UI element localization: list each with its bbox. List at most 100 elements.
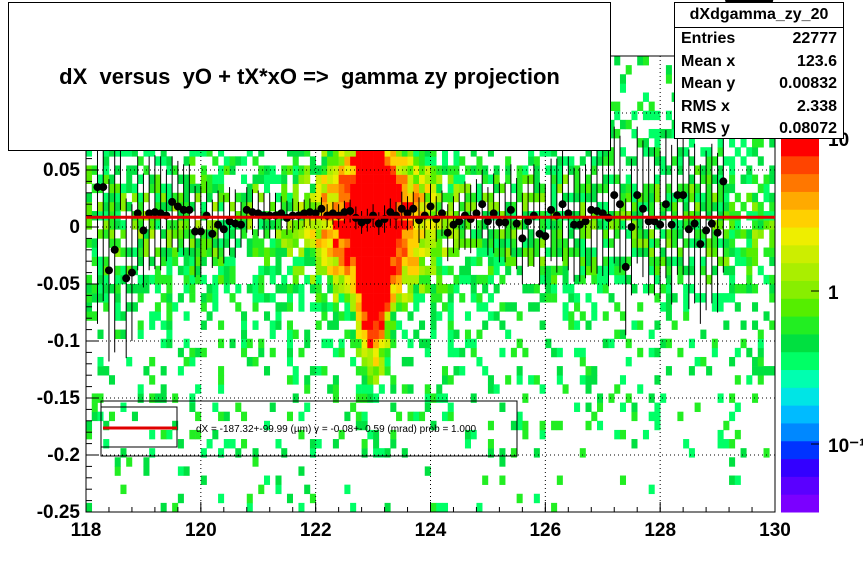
heatmap-cell (591, 411, 598, 422)
stats-value: 0.00832 (779, 75, 837, 92)
heatmap-cell (183, 211, 190, 221)
heatmap-cell (373, 375, 380, 385)
heatmap-cell (757, 366, 764, 376)
heatmap-cell (407, 192, 414, 203)
heatmap-cell (189, 147, 196, 157)
heatmap-cell (355, 284, 362, 294)
heatmap-cell (229, 229, 236, 239)
heatmap-cell (321, 183, 328, 194)
palette-swatch (781, 316, 819, 335)
heatmap-cell (97, 229, 104, 239)
heatmap-cell (723, 156, 730, 166)
profile-point (386, 208, 395, 217)
heatmap-cell (436, 384, 443, 394)
heatmap-cell (482, 211, 489, 221)
heatmap-cell (482, 274, 489, 285)
heatmap-cell (625, 183, 632, 194)
heatmap-cell (286, 338, 293, 349)
heatmap-cell (642, 247, 649, 257)
heatmap-cell (413, 192, 420, 203)
heatmap-cell (654, 147, 661, 157)
heatmap-cell (763, 192, 770, 203)
heatmap-cell (642, 138, 649, 148)
heatmap-cell (286, 493, 293, 504)
heatmap-cell (407, 183, 414, 194)
heatmap-cell (241, 311, 248, 321)
heatmap-cell (614, 211, 621, 221)
heatmap-cell (522, 174, 529, 184)
heatmap-cell (166, 265, 173, 276)
heatmap-cell (114, 220, 121, 230)
heatmap-cell (487, 247, 494, 257)
heatmap-cell (327, 220, 334, 230)
heatmap-cell (551, 220, 558, 230)
heatmap-cell (499, 457, 506, 467)
heatmap-cell (304, 384, 311, 394)
palette-swatch (781, 333, 819, 353)
heatmap-cell (309, 229, 316, 239)
heatmap-cell (91, 211, 98, 221)
heatmap-cell (223, 274, 230, 285)
heatmap-cell (373, 256, 380, 267)
heatmap-cell (143, 366, 150, 376)
heatmap-cell (263, 366, 271, 376)
heatmap-cell (769, 274, 776, 285)
heatmap-cell (746, 375, 753, 385)
heatmap-cell (407, 256, 414, 267)
heatmap-cell (390, 274, 397, 285)
heatmap-cell (269, 247, 276, 257)
heatmap-cell (769, 192, 776, 203)
heatmap-cell (574, 402, 581, 412)
heatmap-cell (734, 284, 741, 294)
profile-point (472, 209, 481, 218)
heatmap-cell (499, 302, 506, 312)
heatmap-cell (654, 156, 661, 166)
heatmap-cell (436, 192, 443, 203)
heatmap-cell (200, 183, 207, 194)
y-tick-label: -0.1 (47, 331, 80, 352)
heatmap-cell (419, 256, 426, 267)
heatmap-cell (614, 110, 621, 121)
heatmap-cell (177, 293, 184, 303)
heatmap-cell (510, 211, 517, 221)
heatmap-cell (453, 156, 460, 166)
heatmap-cell (671, 256, 678, 267)
heatmap-cell (729, 475, 736, 485)
heatmap-cell (694, 402, 701, 412)
heatmap-cell (533, 174, 540, 184)
heatmap-cell (436, 238, 443, 248)
heatmap-cell (625, 192, 632, 203)
heatmap-cell (717, 429, 724, 440)
heatmap-cell (453, 147, 460, 157)
heatmap-cell (355, 293, 362, 303)
heatmap-cell (258, 247, 265, 257)
heatmap-cell (706, 165, 713, 175)
heatmap-cell (579, 156, 586, 166)
heatmap-cell (608, 174, 615, 184)
heatmap-cell (769, 165, 776, 175)
heatmap-cell (367, 256, 374, 267)
heatmap-cell (729, 247, 736, 257)
heatmap-cell (683, 201, 690, 212)
heatmap-cell (459, 156, 466, 166)
heatmap-cell (602, 338, 609, 349)
heatmap-cell (114, 165, 121, 175)
heatmap-cell (218, 375, 225, 385)
heatmap-cell (275, 320, 282, 330)
heatmap-cell (263, 420, 271, 431)
heatmap-cell (602, 201, 609, 212)
heatmap-cell (688, 183, 695, 194)
heatmap-cell (614, 229, 621, 239)
heatmap-cell (126, 165, 133, 175)
heatmap-cell (688, 156, 695, 166)
heatmap-cell (441, 147, 449, 157)
heatmap-cell (304, 375, 311, 385)
heatmap-cell (338, 183, 345, 194)
heatmap-cell (309, 302, 316, 312)
heatmap-cell (447, 293, 454, 303)
heatmap-cell (298, 302, 305, 312)
heatmap-cell (579, 229, 586, 239)
heatmap-cell (493, 256, 500, 267)
heatmap-cell (476, 256, 483, 267)
heatmap-cell (304, 201, 311, 212)
